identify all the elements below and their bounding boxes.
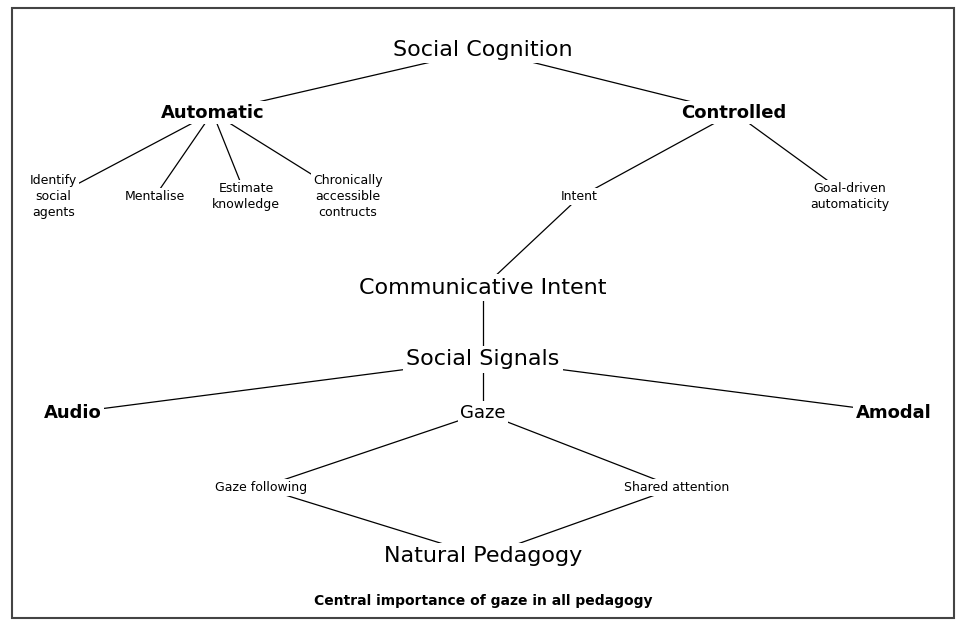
- Text: Audio: Audio: [43, 404, 101, 421]
- Text: Social Cognition: Social Cognition: [393, 40, 573, 60]
- Text: Chronically
accessible
contructs: Chronically accessible contructs: [313, 174, 383, 219]
- Text: Controlled: Controlled: [682, 104, 786, 121]
- Text: Shared attention: Shared attention: [624, 481, 728, 494]
- Text: Intent: Intent: [561, 191, 598, 203]
- Text: Goal-driven
automaticity: Goal-driven automaticity: [810, 182, 890, 211]
- Text: Social Signals: Social Signals: [407, 349, 559, 369]
- Text: Gaze: Gaze: [460, 404, 506, 421]
- Text: Communicative Intent: Communicative Intent: [359, 278, 607, 298]
- Text: Mentalise: Mentalise: [125, 191, 185, 203]
- Text: Natural Pedagogy: Natural Pedagogy: [384, 546, 582, 566]
- Text: Identify
social
agents: Identify social agents: [30, 174, 76, 219]
- Text: Gaze following: Gaze following: [214, 481, 307, 494]
- Text: Central importance of gaze in all pedagogy: Central importance of gaze in all pedago…: [314, 594, 652, 608]
- Text: Estimate
knowledge: Estimate knowledge: [213, 182, 280, 211]
- Text: Automatic: Automatic: [160, 104, 265, 121]
- Text: Amodal: Amodal: [856, 404, 931, 421]
